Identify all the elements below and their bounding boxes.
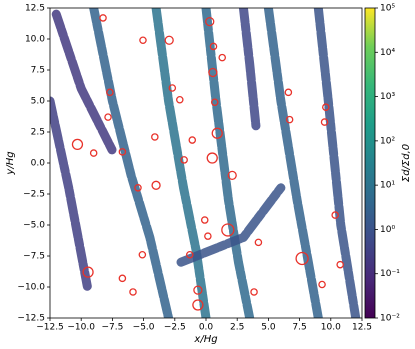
clump-marker — [206, 152, 218, 164]
y-axis-label: y/Hg — [5, 151, 16, 175]
density-streak — [201, 8, 255, 318]
colorbar-tick-label: 10¹ — [380, 181, 395, 191]
clump-marker — [89, 149, 98, 157]
clump-marker — [211, 127, 223, 139]
x-tick-label: 7.5 — [292, 323, 306, 333]
colorbar-label: Σd/Σd,0 — [401, 144, 412, 182]
clump-marker — [188, 136, 197, 144]
clump-marker — [134, 184, 142, 192]
density-streak — [263, 8, 323, 318]
axes-frame — [49, 7, 363, 319]
y-tick-label: −12.5 — [17, 314, 45, 324]
y-tick-label: 2.5 — [31, 128, 45, 138]
clump-marker — [138, 250, 147, 259]
clump-marker — [186, 250, 194, 259]
clump-marker — [180, 156, 188, 164]
clump-marker — [250, 288, 258, 296]
clump-marker — [221, 223, 235, 237]
clump-marker — [164, 35, 174, 45]
clump-marker — [318, 280, 326, 289]
clump-marker — [254, 238, 263, 247]
clump-marker — [209, 42, 218, 51]
clump-marker — [82, 266, 94, 278]
density-streak — [50, 96, 92, 292]
density-streak — [51, 9, 117, 156]
clump-marker — [285, 115, 294, 124]
colorbar — [364, 7, 376, 319]
clump-marker — [193, 285, 203, 295]
colorbar-tick-label: 10² — [380, 136, 395, 146]
density-streak — [238, 8, 261, 131]
y-tick-label: 10.0 — [25, 35, 45, 45]
clump-marker — [208, 67, 218, 78]
density-streak — [89, 8, 174, 318]
clump-marker — [139, 36, 147, 45]
clump-marker — [331, 211, 339, 219]
clump-marker — [218, 53, 226, 62]
y-tick-label: 12.5 — [25, 4, 45, 14]
x-tick-label: −10.0 — [67, 323, 95, 333]
y-tick-label: −5.0 — [23, 221, 45, 231]
clump-marker — [320, 118, 329, 126]
clump-marker — [336, 260, 344, 269]
clump-marker — [205, 16, 215, 27]
x-tick-label: −2.5 — [164, 323, 186, 333]
y-tick-label: 0.0 — [31, 159, 46, 169]
density-streak — [176, 183, 286, 267]
clump-marker — [200, 216, 209, 224]
x-tick-label: 5.0 — [261, 323, 276, 333]
density-streak — [313, 8, 361, 318]
x-tick-label: 12.5 — [352, 323, 372, 333]
colorbar-tick-label: 10³ — [380, 92, 395, 102]
clump-marker — [118, 148, 127, 156]
clump-marker — [118, 274, 127, 283]
clump-marker — [295, 251, 309, 266]
colorbar-tick-label: 10⁵ — [380, 4, 395, 14]
y-tick-label: −2.5 — [23, 190, 45, 200]
clump-marker — [129, 288, 137, 296]
clump-marker — [204, 232, 212, 240]
x-tick-label: 10.0 — [321, 323, 341, 333]
y-tick-label: 7.5 — [31, 66, 45, 76]
plot-area — [50, 8, 361, 318]
x-tick-label: −12.5 — [36, 323, 64, 333]
x-tick-label: 0.0 — [199, 323, 214, 333]
x-tick-label: −5.0 — [133, 323, 155, 333]
clump-marker — [168, 84, 177, 92]
x-tick-label: 2.5 — [230, 323, 244, 333]
clump-marker — [227, 170, 237, 181]
clump-marker — [192, 299, 204, 311]
clump-marker — [322, 103, 330, 111]
clump-marker — [210, 98, 219, 107]
clump-marker — [104, 113, 112, 121]
x-axis-label: x/Hg — [193, 334, 217, 345]
clump-marker — [106, 88, 114, 97]
clump-marker — [71, 138, 84, 151]
colorbar-tick-label: 10⁻¹ — [380, 269, 400, 279]
clump-marker — [176, 95, 184, 104]
clump-marker — [99, 14, 107, 22]
y-tick-label: −7.5 — [23, 252, 45, 262]
y-tick-label: −10.0 — [17, 283, 45, 293]
clump-marker — [151, 133, 159, 141]
colorbar-tick-label: 10⁰ — [380, 225, 395, 235]
density-streak — [151, 8, 211, 318]
colorbar-tick-label: 10⁻² — [380, 314, 400, 324]
y-tick-label: 5.0 — [31, 97, 46, 107]
x-tick-label: −7.5 — [101, 323, 123, 333]
colorbar-tick-label: 10⁴ — [380, 48, 395, 58]
clump-marker — [151, 180, 161, 190]
clump-marker — [284, 88, 293, 97]
